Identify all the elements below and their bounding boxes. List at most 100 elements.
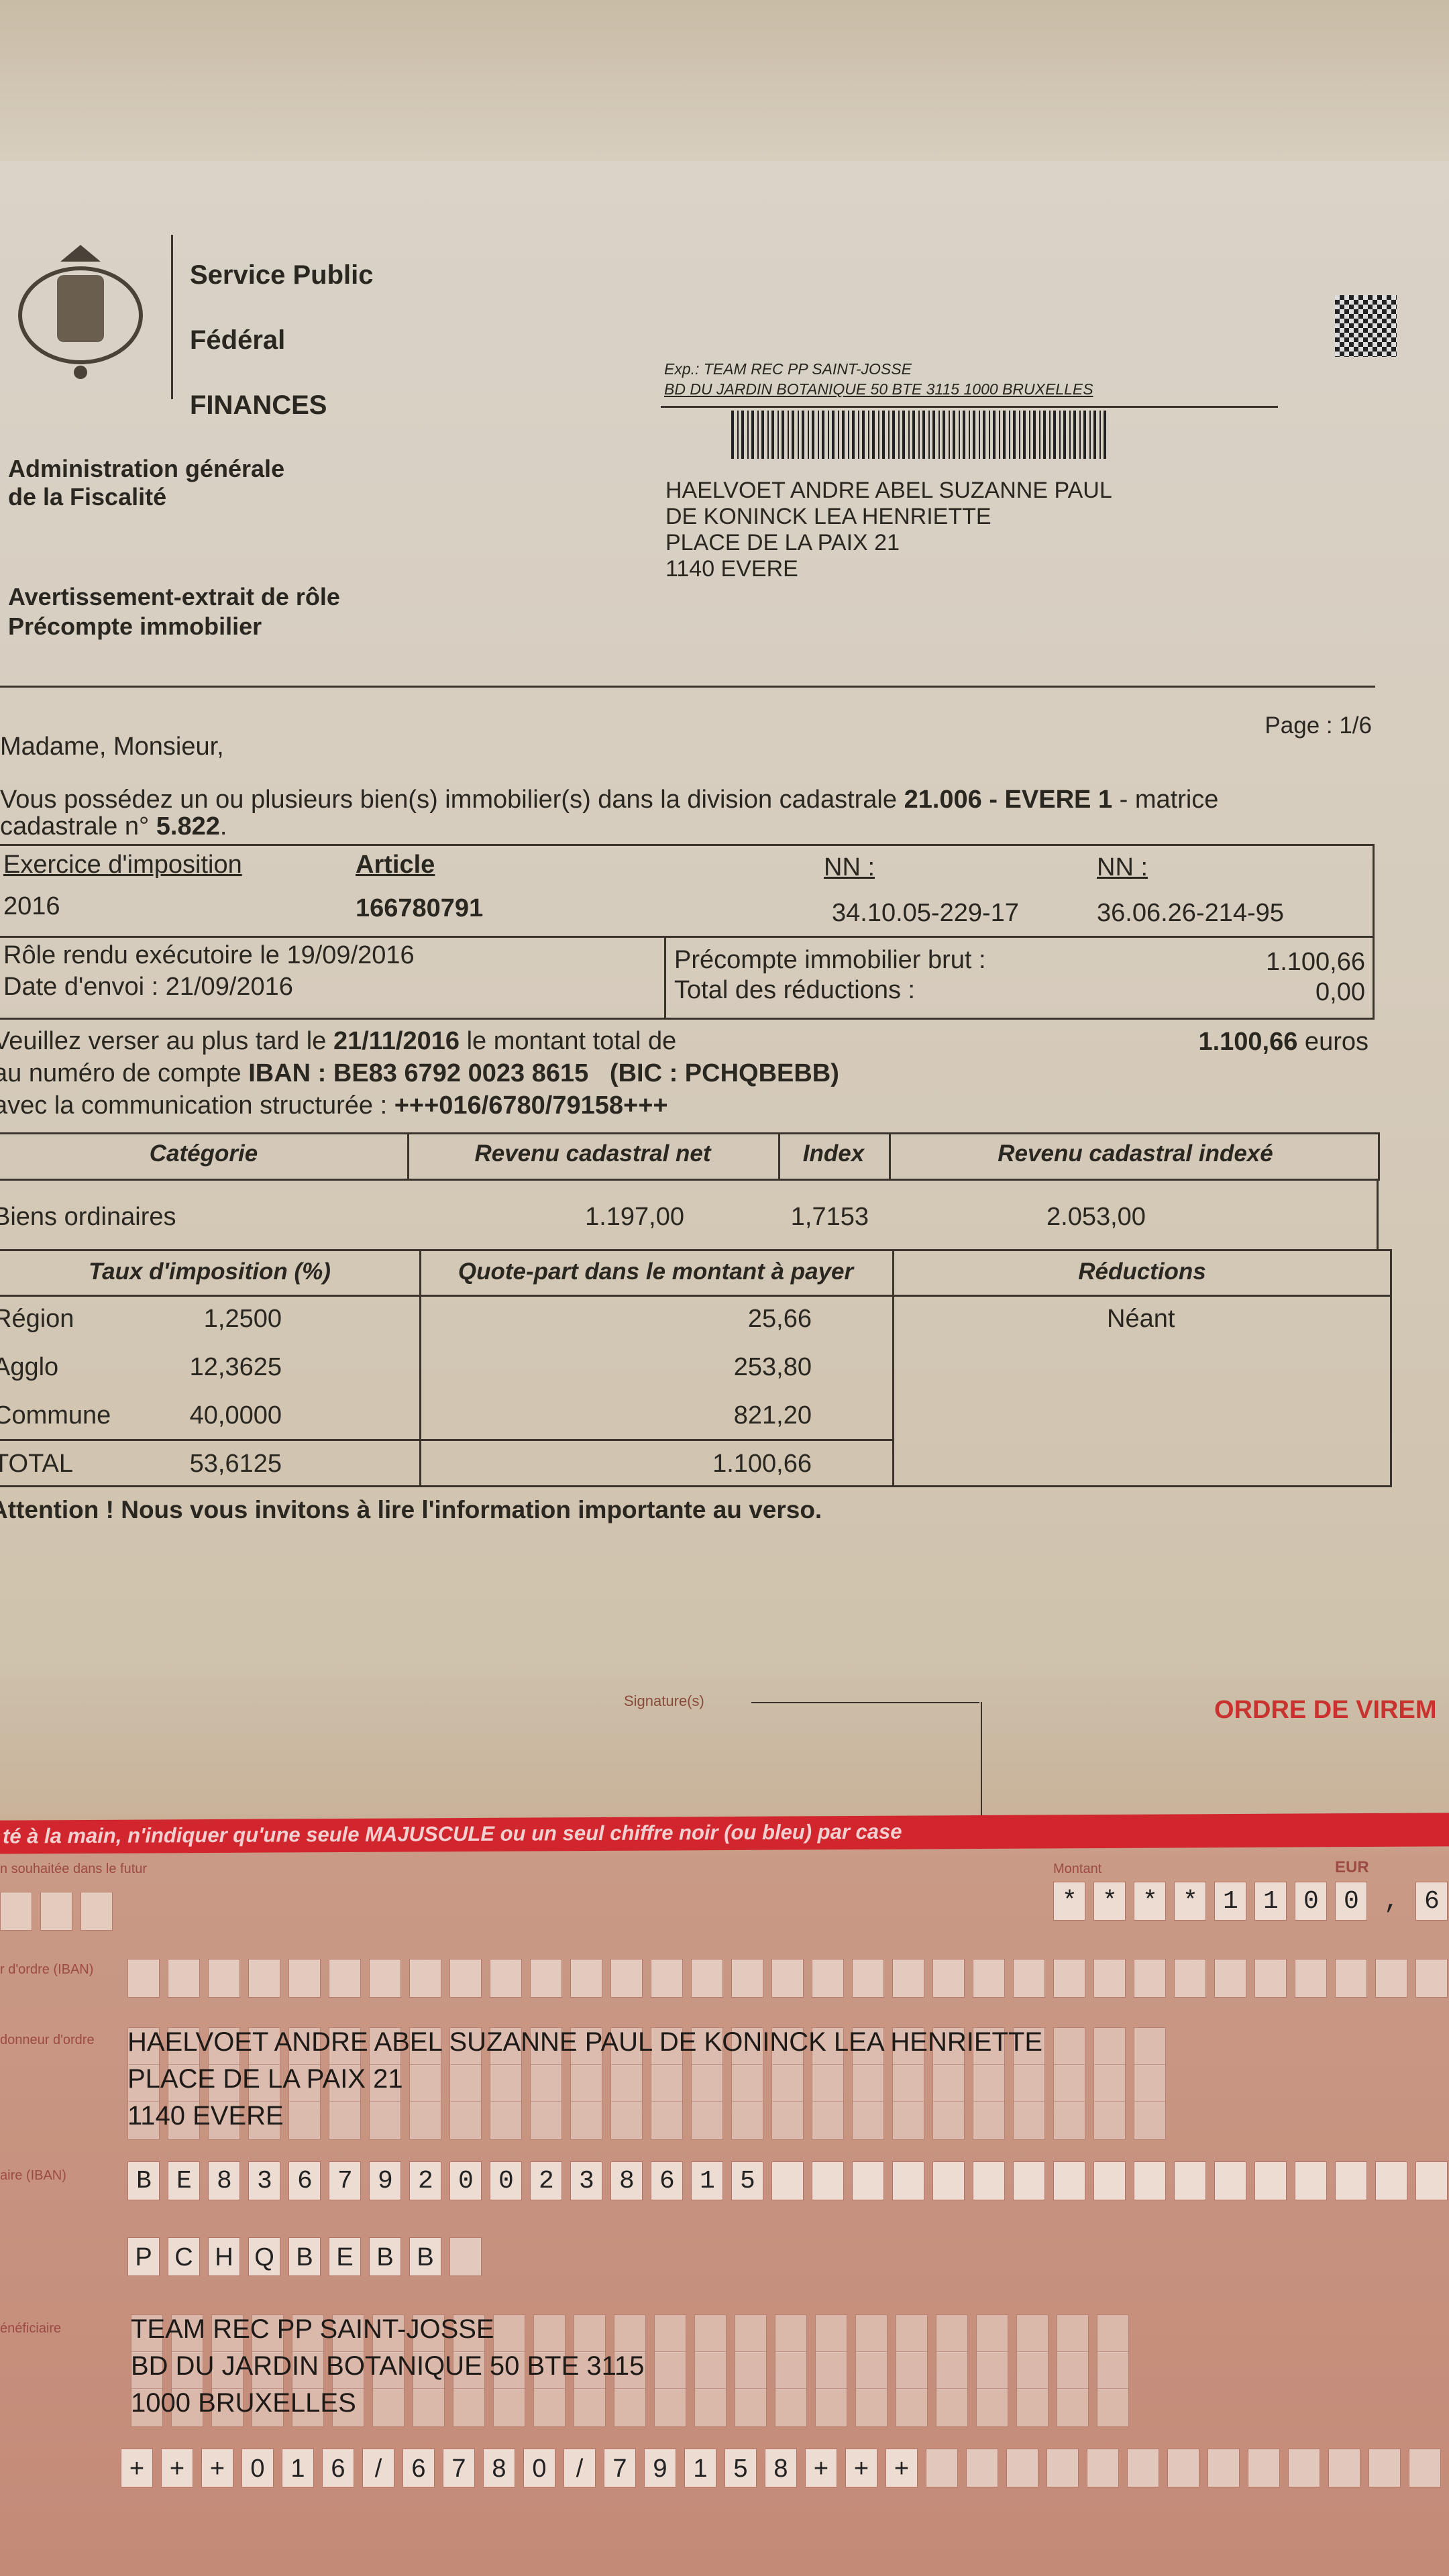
input-box[interactable]	[735, 2351, 767, 2390]
input-box[interactable]	[332, 2388, 364, 2427]
input-box[interactable]	[1013, 2161, 1045, 2200]
input-box[interactable]	[973, 2161, 1005, 2200]
input-box[interactable]	[855, 2388, 888, 2427]
input-box[interactable]	[533, 2314, 566, 2353]
payer-address-boxes[interactable]	[127, 2101, 1166, 2140]
input-box[interactable]	[892, 2101, 924, 2140]
input-box[interactable]	[610, 1959, 643, 1998]
input-box[interactable]: 8	[765, 2449, 797, 2487]
input-box[interactable]: 8	[483, 2449, 515, 2487]
input-box[interactable]	[1013, 1959, 1045, 1998]
input-box[interactable]	[413, 2351, 445, 2390]
input-box[interactable]	[1415, 2161, 1448, 2200]
input-box[interactable]	[936, 2314, 968, 2353]
input-box[interactable]	[1375, 2161, 1407, 2200]
input-box[interactable]	[614, 2351, 646, 2390]
input-box[interactable]	[369, 1959, 401, 1998]
input-box[interactable]	[892, 2027, 924, 2066]
amount-cent-boxes[interactable]	[1415, 1882, 1448, 1921]
beneficiary-address-boxes[interactable]	[131, 2351, 1129, 2390]
input-box[interactable]	[775, 2388, 807, 2427]
input-box[interactable]	[892, 2161, 924, 2200]
input-box[interactable]	[208, 1959, 240, 1998]
input-box[interactable]	[896, 2351, 928, 2390]
input-box[interactable]	[654, 2351, 686, 2390]
input-box[interactable]	[973, 2027, 1005, 2066]
input-box[interactable]	[896, 2314, 928, 2353]
input-box[interactable]: 5	[724, 2449, 757, 2487]
input-box[interactable]	[932, 1959, 965, 1998]
input-box[interactable]	[1134, 2027, 1166, 2066]
input-box[interactable]	[292, 2314, 324, 2353]
input-box[interactable]: +	[121, 2449, 153, 2487]
input-box[interactable]	[493, 2314, 525, 2353]
input-box[interactable]	[852, 2064, 884, 2103]
input-box[interactable]	[1057, 2314, 1089, 2353]
input-box[interactable]: +	[201, 2449, 233, 2487]
communication-boxes[interactable]: + + +0 1 6/6 7 8 0/7 9 1 5 8 + + +	[121, 2449, 1441, 2487]
input-box[interactable]	[1335, 1882, 1367, 1921]
input-box[interactable]	[131, 2388, 163, 2427]
input-box[interactable]	[1093, 1882, 1126, 1921]
input-box[interactable]	[654, 2388, 686, 2427]
input-box[interactable]	[812, 2161, 844, 2200]
input-box[interactable]	[1214, 2161, 1246, 2200]
input-box[interactable]	[1013, 2101, 1045, 2140]
beneficiary-iban-boxes[interactable]	[127, 2161, 1448, 2200]
input-box[interactable]	[570, 1959, 602, 1998]
input-box[interactable]	[694, 2351, 727, 2390]
input-box[interactable]	[453, 2314, 485, 2353]
input-box[interactable]	[610, 2161, 643, 2200]
input-box[interactable]	[731, 1959, 763, 1998]
input-box[interactable]	[1214, 1882, 1246, 1921]
input-box[interactable]	[815, 2314, 847, 2353]
payer-name-field[interactable]: HAELVOET ANDRE ABEL SUZANNE PAUL DE KONI…	[127, 2027, 1043, 2057]
input-box[interactable]	[413, 2388, 445, 2427]
input-box[interactable]	[815, 2351, 847, 2390]
input-box[interactable]	[852, 2027, 884, 2066]
input-box[interactable]	[1016, 2351, 1049, 2390]
input-box[interactable]	[533, 2388, 566, 2427]
input-box[interactable]	[1254, 2161, 1287, 2200]
input-box[interactable]	[329, 2101, 361, 2140]
input-box[interactable]: 0	[523, 2449, 555, 2487]
input-box[interactable]	[1295, 2161, 1327, 2200]
input-box[interactable]: 0	[241, 2449, 274, 2487]
input-box[interactable]: E	[329, 2237, 361, 2276]
input-box[interactable]	[932, 2161, 965, 2200]
input-box[interactable]: +	[805, 2449, 837, 2487]
input-box[interactable]	[493, 2351, 525, 2390]
input-box[interactable]	[490, 2161, 522, 2200]
input-box[interactable]	[329, 2064, 361, 2103]
input-box[interactable]	[1053, 2064, 1085, 2103]
input-box[interactable]: /	[564, 2449, 596, 2487]
input-box[interactable]	[1248, 2449, 1280, 2487]
input-box[interactable]	[1134, 2161, 1166, 2200]
input-box[interactable]	[1295, 1882, 1327, 1921]
input-box[interactable]	[530, 2161, 562, 2200]
input-box[interactable]	[1097, 2314, 1129, 2353]
input-box[interactable]	[80, 1892, 113, 1931]
input-box[interactable]	[1368, 2449, 1401, 2487]
input-box[interactable]	[449, 2237, 482, 2276]
input-box[interactable]	[651, 2027, 683, 2066]
input-box[interactable]	[171, 2388, 203, 2427]
input-box[interactable]	[248, 2161, 280, 2200]
input-box[interactable]: B	[409, 2237, 441, 2276]
input-box[interactable]	[1053, 1959, 1085, 1998]
input-box[interactable]	[449, 2064, 482, 2103]
input-box[interactable]	[409, 1959, 441, 1998]
input-box[interactable]	[735, 2388, 767, 2427]
input-box[interactable]	[691, 2064, 723, 2103]
input-box[interactable]	[691, 2101, 723, 2140]
input-box[interactable]	[892, 1959, 924, 1998]
input-box[interactable]	[208, 2161, 240, 2200]
input-box[interactable]	[610, 2101, 643, 2140]
input-box[interactable]	[1375, 1959, 1407, 1998]
input-box[interactable]	[976, 2314, 1008, 2353]
beneficiary-city-field[interactable]: 1000 BRUXELLES	[131, 2388, 356, 2418]
payer-iban-boxes[interactable]	[127, 1959, 1448, 1998]
input-box[interactable]	[1016, 2314, 1049, 2353]
input-box[interactable]	[493, 2388, 525, 2427]
input-box[interactable]: /	[362, 2449, 394, 2487]
